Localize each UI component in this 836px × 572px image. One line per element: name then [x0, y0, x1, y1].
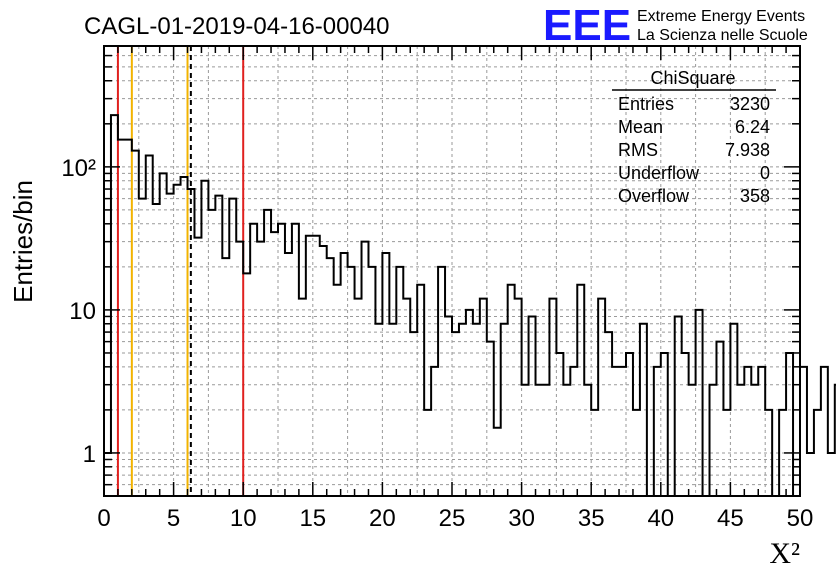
eee-logo: EEE Extreme Energy Events La Scienza nel… — [543, 1, 808, 50]
x-tick-label: 5 — [167, 505, 180, 532]
stats-value: 0 — [760, 163, 770, 183]
grid — [104, 45, 800, 497]
logo-line-2: La Scienza nelle Scuole — [637, 27, 808, 44]
stats-label: Overflow — [618, 186, 690, 206]
x-tick-label: 15 — [299, 505, 326, 532]
stats-label: Entries — [618, 94, 674, 114]
stats-label: Underflow — [618, 163, 700, 183]
stats-value: 358 — [740, 186, 770, 206]
stats-value: 3230 — [730, 94, 770, 114]
histogram-series — [103, 114, 836, 497]
logo-mark: EEE — [543, 1, 631, 50]
stats-title: ChiSquare — [650, 68, 735, 88]
stats-label: RMS — [618, 140, 658, 160]
tick-labels: 0 5 10 15 20 25 30 35 40 45 50 1 10 10² — [61, 155, 813, 532]
x-tick-label: 25 — [439, 505, 466, 532]
stats-box: ChiSquare Entries 3230 Mean 6.24 RMS 7.938 Und… — [612, 68, 776, 206]
x-axis-label: X² — [769, 537, 800, 570]
y-tick-label: 10² — [61, 155, 96, 182]
x-tick-label: 50 — [787, 505, 814, 532]
marker-lines — [116, 46, 245, 496]
x-tick-label: 10 — [230, 505, 257, 532]
x-tick-label: 35 — [578, 505, 605, 532]
logo-line-1: Extreme Energy Events — [637, 8, 805, 25]
axis-ticks — [103, 45, 801, 497]
x-tick-label: 30 — [508, 505, 535, 532]
y-tick-label: 10 — [69, 298, 96, 325]
stats-value: 7.938 — [725, 140, 770, 160]
y-axis-label: Entries/bin — [8, 180, 38, 303]
y-tick-label: 1 — [83, 441, 96, 468]
x-tick-label: 0 — [97, 505, 110, 532]
x-tick-label: 40 — [647, 505, 674, 532]
stats-value: 6.24 — [735, 117, 770, 137]
chart-title: CAGL-01-2019-04-16-00040 — [84, 13, 390, 40]
stats-label: Mean — [618, 117, 663, 137]
x-tick-label: 20 — [369, 505, 396, 532]
x-tick-label: 45 — [717, 505, 744, 532]
